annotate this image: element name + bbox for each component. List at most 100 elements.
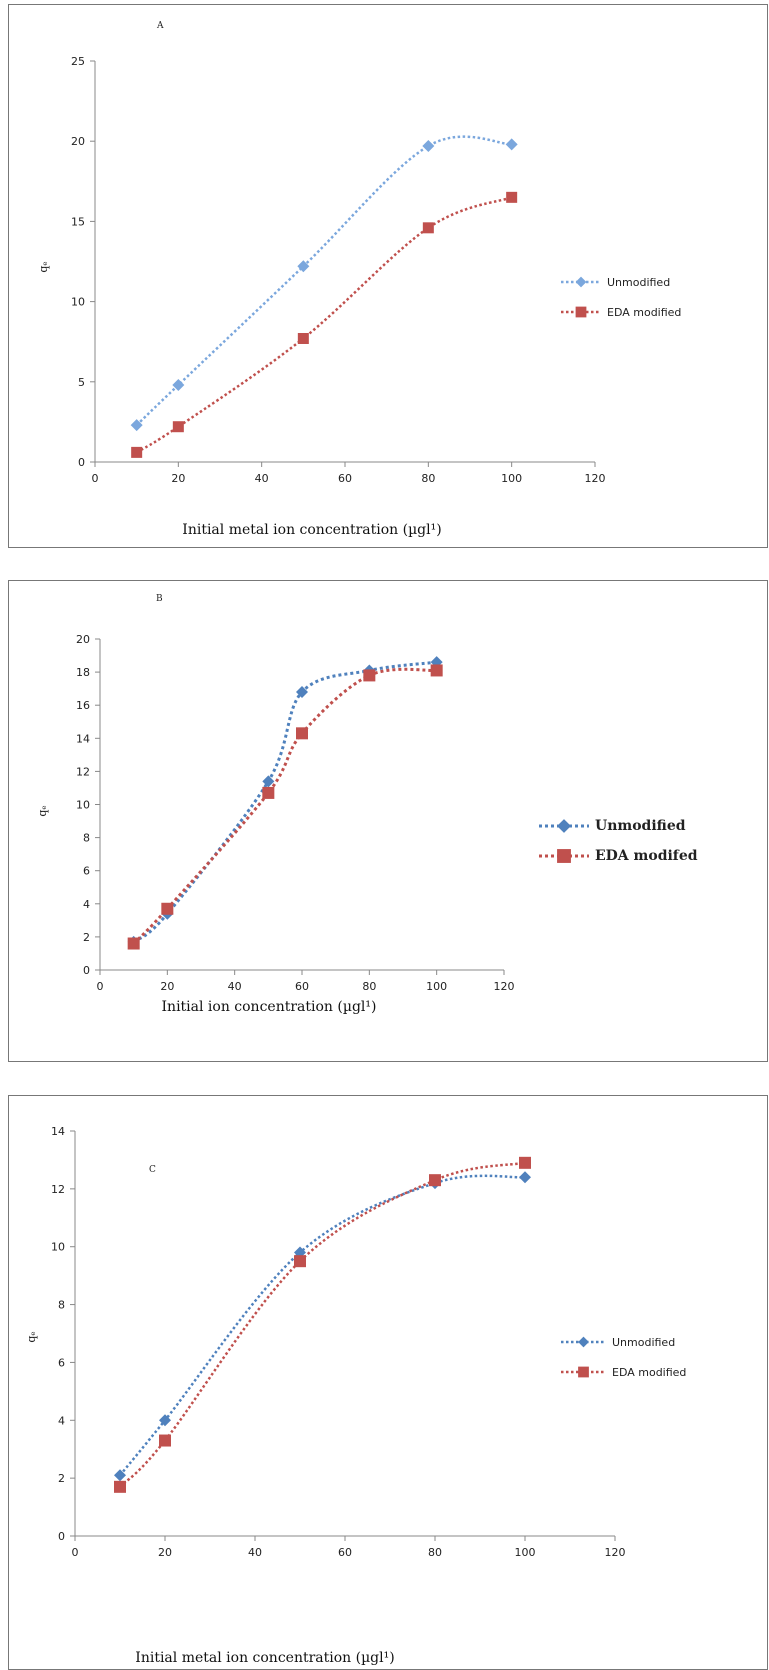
y-tick-label: 6 [58,1356,65,1369]
x-tick-label: 60 [295,980,309,993]
chart-c-svg: 0 2 4 6 8 10 12 14 0 20 40 60 80 100 120 Cqₑ Initial met… [25,1125,686,1666]
y-tick-label: 14 [51,1125,65,1138]
x-tick-label: 20 [158,1546,172,1559]
y-tick-label: 18 [76,666,90,679]
x-tick-label: 100 [501,472,522,485]
data-point [294,1255,306,1268]
data-point [131,446,143,458]
x-tick-label: 40 [255,472,269,485]
y-tick-label: 2 [58,1472,65,1485]
y-tick-label: 8 [83,832,90,845]
y-tick-label: 20 [76,633,90,646]
data-point [505,138,518,151]
y-tick-label: 2 [83,931,90,944]
data-point [422,140,435,153]
y-tick-label: 0 [83,964,90,977]
x-tick-label: 80 [428,1546,442,1559]
y-tick-label: 6 [83,865,90,878]
x-tick-label: 80 [362,980,376,993]
x-axis-label: Initial ion concentration (µgl¹) [162,999,377,1015]
legend-label: Unmodified [595,818,686,834]
data-point [430,664,443,677]
data-point [519,1156,531,1169]
x-tick-label: 60 [338,472,352,485]
data-point [506,191,518,203]
y-tick-label: 12 [76,765,90,778]
legend-marker [578,1336,589,1348]
chart-a-svg: 0 5 10 15 20 25 0 20 40 60 80 100 120 Aqₑ Initial meta… [37,21,681,538]
y-tick-label: 4 [83,898,90,911]
y-tick-label: 0 [58,1530,65,1543]
y-tick-label: 10 [76,799,90,812]
legend-label: Unmodified [612,1336,675,1349]
data-point [127,937,140,950]
data-point [297,332,309,344]
data-point [159,1434,171,1447]
legend-marker [575,276,587,288]
data-point [159,1414,171,1427]
y-tick-label: 20 [71,135,85,148]
legend-label: Unmodified [607,276,670,289]
y-tick-label: 0 [78,456,85,469]
x-tick-label: 100 [426,980,447,993]
series-line-1 [132,660,437,944]
y-tick-label: 25 [71,55,85,68]
series-line-2 [119,1161,526,1488]
y-axis-label: qₑ [25,1331,38,1342]
legend-marker [578,1366,589,1378]
panel-label: B [156,594,163,604]
series-line-1 [119,1174,526,1477]
x-tick-label: 80 [421,472,435,485]
x-tick-label: 40 [248,1546,262,1559]
data-point [363,669,376,682]
legend-marker [557,849,571,863]
x-tick-label: 20 [160,980,174,993]
legend-marker [575,306,587,318]
data-point [296,727,308,740]
data-point [519,1171,531,1184]
x-tick-label: 120 [605,1546,626,1559]
data-point [172,379,185,392]
data-point [262,786,275,799]
data-point [297,260,310,273]
legend-marker [557,819,571,833]
y-tick-label: 14 [76,732,90,745]
data-point [422,222,434,234]
series-line-2 [132,667,437,945]
x-tick-label: 60 [338,1546,352,1559]
x-tick-label: 0 [92,472,99,485]
y-tick-label: 8 [58,1299,65,1312]
y-tick-label: 4 [58,1414,65,1427]
data-point [114,1469,126,1482]
data-point [114,1480,126,1493]
x-tick-label: 100 [515,1546,536,1559]
y-tick-label: 10 [71,296,85,309]
legend-label: EDA modified [607,306,681,319]
panel-label: C [149,1165,156,1175]
panel-label: A [156,21,164,31]
y-axis-label: qₑ [37,261,50,272]
legend-label: EDA modified [612,1366,686,1379]
x-tick-label: 0 [97,980,104,993]
y-axis-label: qₑ [36,805,49,816]
x-axis-label: Initial metal ion concentration (µgl¹) [135,1650,394,1666]
data-point [172,421,184,433]
x-axis-label: Initial metal ion concentration (µgl¹) [182,522,441,538]
x-tick-label: 0 [72,1546,79,1559]
x-tick-label: 20 [171,472,185,485]
data-point [161,902,174,915]
legend-label: EDA modifed [595,848,698,864]
y-tick-label: 12 [51,1183,65,1196]
y-tick-label: 16 [76,699,90,712]
y-tick-label: 5 [78,376,85,389]
data-point [296,685,308,698]
series-line-1 [135,135,512,427]
chart-b-svg: 0 2 4 6 8 10 12 14 16 18 20 0 20 40 60 80 100 120 Bqₑ Initi… [36,594,698,1015]
data-point [429,1174,441,1187]
x-tick-label: 40 [228,980,242,993]
series-line-2 [136,196,513,454]
y-tick-label: 10 [51,1241,65,1254]
